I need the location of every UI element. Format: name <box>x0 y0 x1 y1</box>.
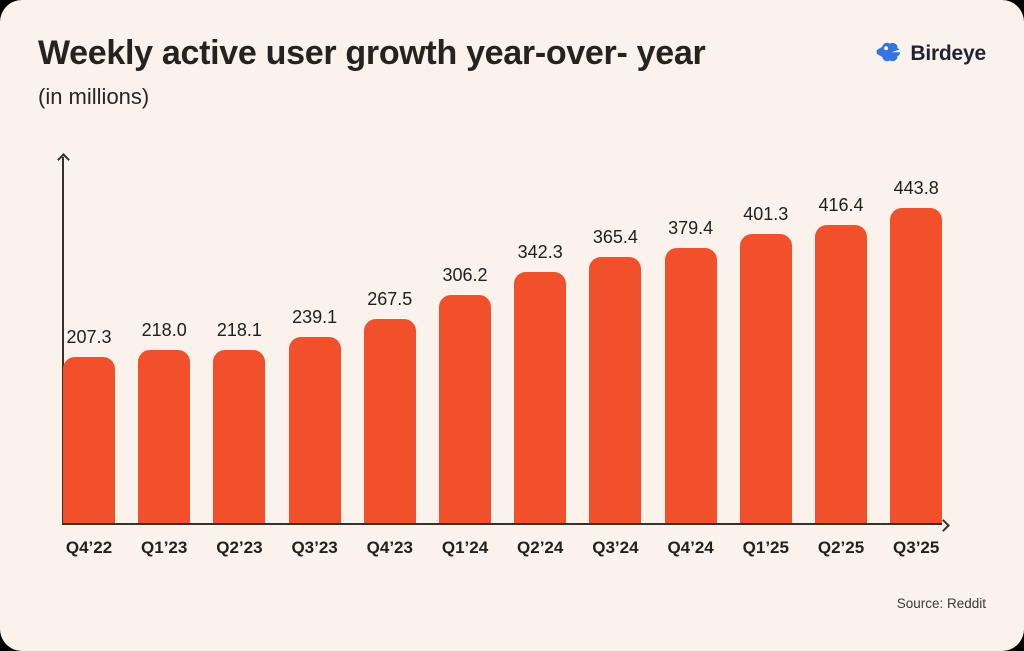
bar-group: 218.1 Q2’23 <box>213 155 266 557</box>
bar <box>664 248 717 523</box>
bar-group: 342.3 Q2’24 <box>514 155 567 557</box>
bar-value-label: 443.8 <box>893 177 939 198</box>
x-axis <box>62 523 942 525</box>
x-tick-label: Q1’25 <box>742 538 789 557</box>
bar <box>514 271 567 523</box>
x-tick-label: Q3’25 <box>893 538 940 557</box>
bar <box>439 294 491 523</box>
birdeye-wordmark: Birdeye <box>910 42 986 65</box>
bar-group: 401.3 Q1’25 <box>739 155 792 557</box>
bar-group: 306.2 Q1’24 <box>439 155 491 557</box>
x-tick-label: Q3’24 <box>592 538 639 557</box>
bar-value-label: 365.4 <box>592 227 638 248</box>
bar <box>63 357 115 523</box>
bar-group: 379.4 Q4’24 <box>664 155 717 557</box>
x-tick-label: Q4’24 <box>667 538 714 557</box>
bar <box>589 257 642 523</box>
bar-group: 267.5 Q4’23 <box>363 155 416 557</box>
x-tick-label: Q1’24 <box>441 538 489 557</box>
y-axis <box>62 157 64 523</box>
bar-value-label: 267.5 <box>367 288 413 309</box>
bar-group: 239.1 Q3’23 <box>288 155 341 557</box>
bar-chart: 207.3 Q4’22 218.0 Q1’23 218.1 Q2’23 239.1 Q3’23… <box>56 153 950 557</box>
source-note: Source: Reddit <box>896 596 986 611</box>
birdeye-logo: Birdeye <box>874 41 986 67</box>
x-tick-label: Q2’23 <box>216 538 263 557</box>
bar <box>213 350 266 523</box>
bar <box>815 224 867 523</box>
x-tick-label: Q4’23 <box>366 538 413 557</box>
bar <box>288 336 341 523</box>
bar-value-label: 218.1 <box>216 320 262 341</box>
bar-value-label: 401.3 <box>743 204 789 225</box>
page-title: Weekly active user growth year-over- yea… <box>38 34 706 72</box>
x-tick-label: Q4’22 <box>65 538 113 557</box>
bar <box>890 207 943 523</box>
bar-value-label: 207.3 <box>66 327 112 347</box>
birdeye-bird-icon <box>874 41 903 67</box>
x-tick-label: Q2’24 <box>517 538 564 557</box>
bar-value-label: 218.0 <box>141 320 187 341</box>
x-tick-label: Q1’23 <box>141 538 188 557</box>
bar-value-label: 342.3 <box>517 241 563 262</box>
bar <box>739 234 792 523</box>
bar <box>138 350 191 523</box>
bar-group: 443.8 Q3’25 <box>890 155 943 557</box>
page-subtitle: (in millions) <box>38 84 150 109</box>
x-tick-label: Q3’23 <box>291 538 338 557</box>
bar <box>363 318 416 523</box>
bar-group: 218.0 Q1’23 <box>138 155 191 557</box>
x-tick-label: Q2’25 <box>817 538 865 557</box>
bar-value-label: 306.2 <box>442 264 488 285</box>
bar-value-label: 416.4 <box>818 194 864 215</box>
bar-group: 207.3 Q4’22 <box>63 155 115 557</box>
bar-value-label: 239.1 <box>292 306 338 327</box>
bar-group: 365.4 Q3’24 <box>589 155 642 557</box>
bar-group: 416.4 Q2’25 <box>815 155 867 557</box>
bar-value-label: 379.4 <box>668 218 714 239</box>
